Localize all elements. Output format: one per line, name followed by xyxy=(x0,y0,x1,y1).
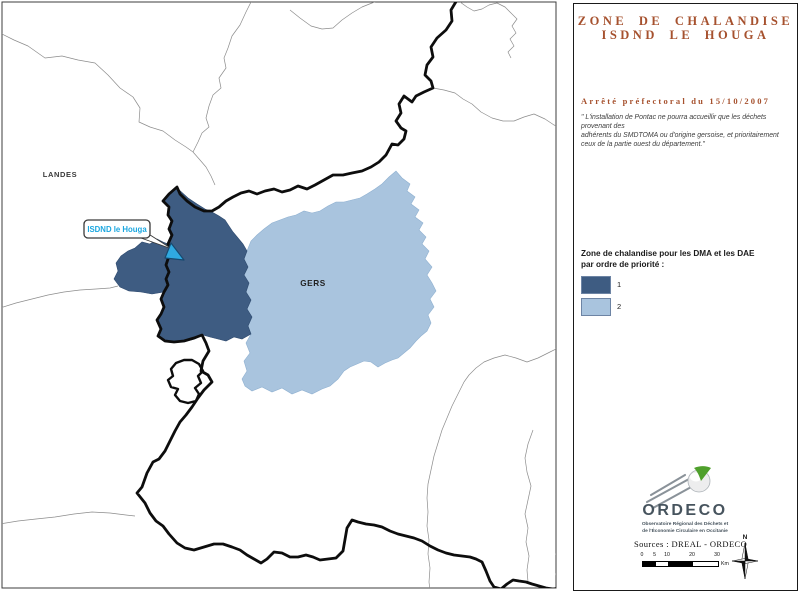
label-landes: LANDES xyxy=(43,170,77,179)
enclave-boundary-loop xyxy=(166,358,205,405)
isdnd-marker-icon xyxy=(164,242,185,261)
legend-label-priority-2: 2 xyxy=(617,302,622,311)
scale-unit-label: Km xyxy=(721,561,729,567)
thick-region-boundary xyxy=(135,2,556,588)
scale-tick: 0 xyxy=(640,552,644,558)
callout-box xyxy=(83,219,151,239)
callout-label: ISDND le Houga xyxy=(87,225,147,234)
info-panel: ZONE DE CHALANDISE ISDND LE HOUGA Arrêté… xyxy=(573,3,798,591)
ordeco-tagline-line2: de l'Économie Circulaire en Occitanie xyxy=(642,526,728,534)
ordeco-tagline-line1: Observatoire Régional des Déchets et xyxy=(642,521,729,527)
page-title: ZONE DE CHALANDISE ISDND LE HOUGA xyxy=(574,14,797,42)
legend-title-line2: par ordre de priorité : xyxy=(581,259,665,269)
ordeco-logo-text: ORDECO xyxy=(642,502,727,519)
scale-segment xyxy=(668,562,693,566)
scale-tick: 30 xyxy=(714,552,720,558)
scale-bar: 0 5 10 20 30 Km xyxy=(640,552,729,572)
decree-heading: Arrêté préfectoral du 15/10/2007 xyxy=(581,96,771,106)
legend-title: Zone de chalandise pour les DMA et les D… xyxy=(581,249,755,270)
legend-label-priority-1: 1 xyxy=(617,280,622,289)
compass-north-label: N xyxy=(742,534,748,541)
scale-segment xyxy=(693,562,718,566)
department-boundaries xyxy=(2,2,556,588)
scale-tick: 5 xyxy=(653,552,656,558)
scale-bar-ticks: 0 5 10 20 30 xyxy=(640,552,720,559)
green-leaf-icon xyxy=(694,466,711,481)
scale-tick: 20 xyxy=(689,552,695,558)
scale-tick: 10 xyxy=(664,552,670,558)
decree-quote-line2: adhérents du SMDTOMA ou d'origine gersoi… xyxy=(581,132,779,139)
page-title-line2: ISDND LE HOUGA xyxy=(601,28,770,42)
decree-quote-line1: " L'installation de Pontac ne pourra acc… xyxy=(581,114,767,130)
comet-swoosh-icon xyxy=(645,473,695,510)
decree-quote-line3: ceux de la partie ouest du département." xyxy=(581,141,705,148)
sources-note: Sources : DREAL - ORDECO xyxy=(634,539,748,549)
scale-segment xyxy=(655,562,668,566)
page-title-line1: ZONE DE CHALANDISE xyxy=(577,14,794,28)
ordeco-logo: ORDECO Observatoire Régional des Déchets… xyxy=(635,465,735,539)
scale-bar-segments xyxy=(642,561,719,567)
legend-swatch-priority-1 xyxy=(581,276,611,294)
label-gers: GERS xyxy=(300,279,326,288)
decree-quote: " L'installation de Pontac ne pourra acc… xyxy=(581,113,793,149)
legend-swatch-priority-2 xyxy=(581,298,611,316)
map-canvas: LANDES GERS ISDND le Houga xyxy=(1,1,557,589)
zone-2-gers-polygon xyxy=(241,170,437,395)
scale-segment xyxy=(643,562,656,566)
legend-title-line1: Zone de chalandise pour les DMA et les D… xyxy=(581,249,755,258)
compass-rose-icon: N xyxy=(730,534,760,584)
